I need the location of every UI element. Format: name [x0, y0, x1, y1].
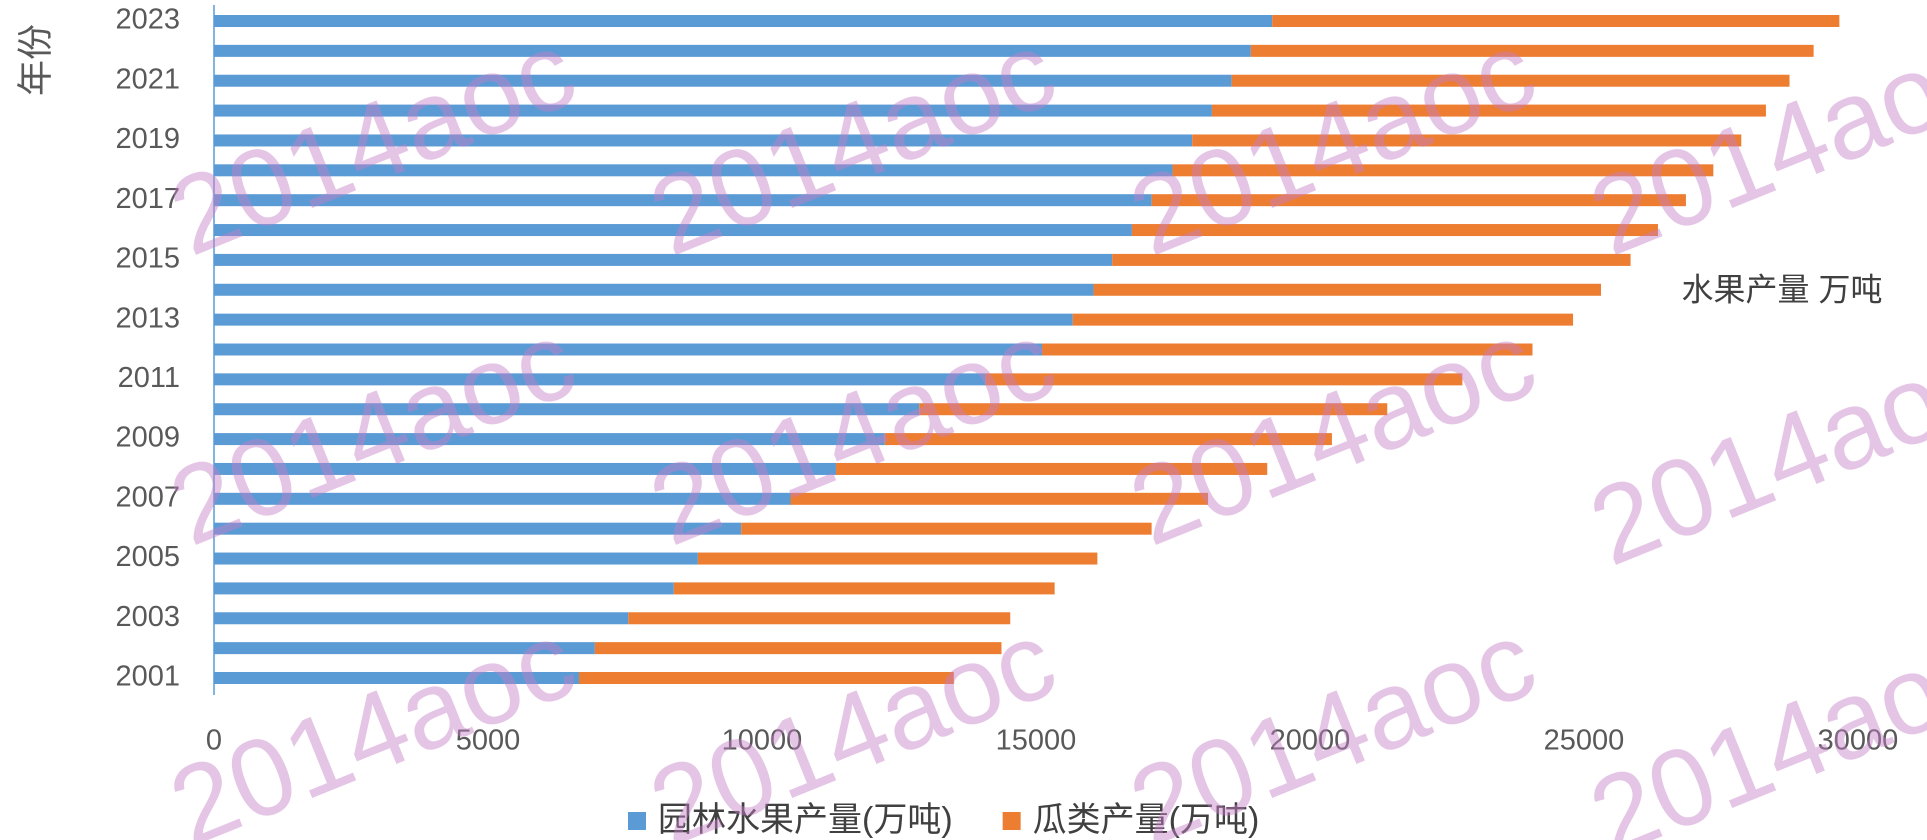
bar-segment	[741, 522, 1152, 535]
bar-segment	[214, 492, 791, 505]
y-tick-label: 2015	[115, 243, 180, 275]
x-tick-label: 10000	[722, 725, 803, 757]
bar-segment	[1211, 104, 1766, 117]
x-tick-label: 25000	[1544, 725, 1625, 757]
x-tick-label: 5000	[456, 725, 521, 757]
x-axis-title: 水果产量 万吨	[1682, 271, 1883, 307]
bar-segment	[214, 104, 1212, 117]
bar-segment	[1112, 253, 1631, 266]
legend-swatch	[628, 812, 646, 830]
bar-segment	[697, 552, 1098, 565]
legend-label: 瓜类产量(万吨)	[1033, 801, 1260, 839]
watermark: 2014aoc	[1574, 607, 1927, 840]
bar-segment	[1042, 343, 1533, 356]
bar-segment	[1192, 134, 1742, 147]
x-tick-label: 15000	[996, 725, 1077, 757]
bar-segment	[1131, 224, 1658, 237]
x-tick-label: 0	[206, 725, 222, 757]
y-tick-label: 2019	[115, 123, 180, 155]
bar-segment	[214, 194, 1152, 207]
bar-segment	[1172, 164, 1714, 177]
y-tick-label: 2013	[115, 302, 180, 334]
bar-segment	[214, 343, 1043, 356]
bar-segment	[835, 462, 1268, 475]
bar-segment	[919, 403, 1388, 416]
bar-segment	[790, 492, 1209, 505]
bar-segment	[214, 582, 674, 595]
y-tick-label: 2021	[115, 63, 180, 95]
bar-segment	[214, 642, 595, 655]
bar-segment	[214, 672, 579, 684]
y-tick-label: 2001	[115, 661, 180, 693]
bar-segment	[1072, 313, 1574, 326]
y-axis-title: 年份	[15, 24, 56, 96]
bar-segment	[214, 134, 1193, 147]
bar-segment	[578, 672, 954, 684]
watermark: 2014aoc	[1114, 597, 1551, 840]
bar-segment	[214, 462, 836, 475]
bar-segment	[214, 164, 1173, 177]
bar-segment	[214, 283, 1094, 296]
bar-segment	[214, 403, 920, 416]
bar-segment	[214, 373, 986, 386]
watermark: 2014aoc	[1114, 297, 1551, 569]
bar-segment	[214, 313, 1073, 326]
bar-segment	[1093, 283, 1601, 296]
watermark: 2014aoc	[1574, 317, 1927, 589]
x-tick-label: 20000	[1270, 725, 1351, 757]
y-tick-label: 2023	[115, 4, 180, 36]
y-tick-label: 2011	[118, 362, 180, 394]
bar-segment	[884, 433, 1332, 446]
bar-segment	[214, 15, 1273, 27]
bar-segment	[214, 74, 1232, 87]
y-tick-label: 2007	[115, 481, 180, 513]
bar-segment	[985, 373, 1463, 386]
y-tick-label: 2005	[115, 541, 180, 573]
bar-segment	[1151, 194, 1686, 207]
legend-swatch	[1002, 812, 1021, 830]
bar-segment	[214, 552, 698, 565]
bar-segment	[673, 582, 1055, 595]
bar-segment	[214, 612, 629, 625]
bar-segment	[1231, 74, 1790, 87]
bar-segment	[214, 522, 742, 535]
bar-segment	[1272, 15, 1840, 27]
bar-segment	[214, 433, 885, 446]
watermark: 2014aoc	[154, 597, 591, 840]
x-tick-label: 30000	[1818, 725, 1899, 757]
bar-segment	[214, 224, 1132, 237]
bar-segment	[1250, 44, 1814, 57]
bar-segment	[214, 253, 1113, 266]
bar-segment	[214, 44, 1251, 57]
bar-segment	[594, 642, 1002, 655]
y-tick-label: 2009	[115, 422, 180, 454]
bar-segment	[628, 612, 1011, 625]
legend-label: 园林水果产量(万吨)	[658, 801, 953, 839]
y-tick-label: 2003	[115, 601, 180, 633]
legend: 园林水果产量(万吨) 瓜类产量(万吨)	[628, 801, 1259, 839]
y-tick-label: 2017	[115, 183, 180, 215]
